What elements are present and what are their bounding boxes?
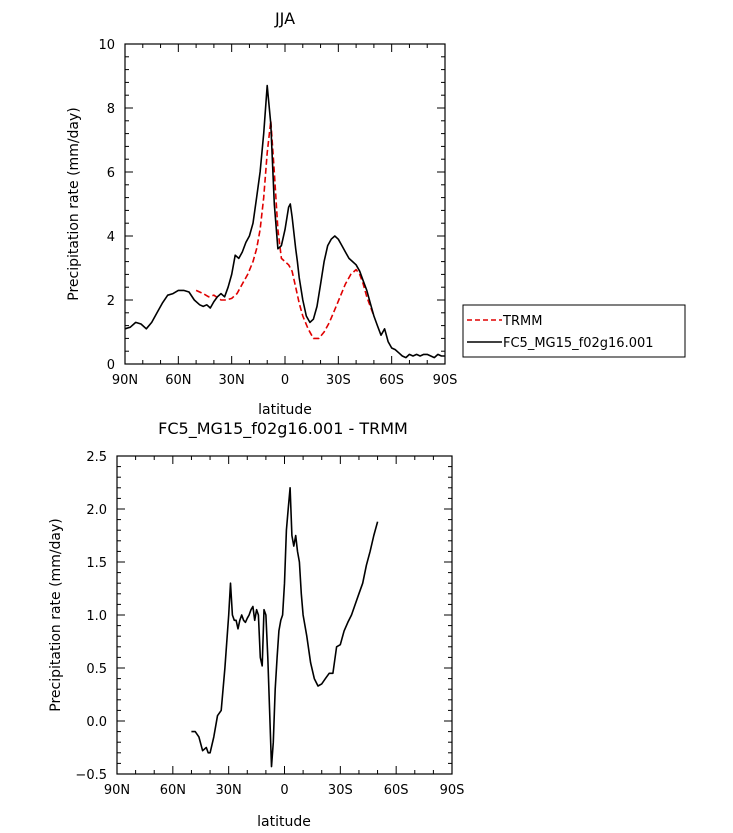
x-tick-label: 90S xyxy=(433,373,458,388)
y-tick-label: 0.0 xyxy=(86,715,107,730)
legend: TRMM FC5_MG15_f02g16.001 xyxy=(462,304,686,358)
y-tick-label: 2 xyxy=(107,294,115,309)
y-tick-label: 2.5 xyxy=(86,450,107,465)
bottom-plot-frame xyxy=(116,455,453,775)
series-line-fc5-mg15-f02g16-001 xyxy=(124,84,445,359)
y-tick-label: 2.0 xyxy=(86,503,107,518)
x-tick-label: 30S xyxy=(326,373,351,388)
top-chart-title: JJA xyxy=(274,9,295,28)
series-line-diff-0 xyxy=(191,486,379,768)
y-tick-label: 6 xyxy=(107,166,115,181)
x-tick-label: 30S xyxy=(328,783,353,798)
y-tick-label: 1.0 xyxy=(86,609,107,624)
bottom-axis-ticks: 90N 60N 30N 0 30S 60S 90S −0.5 0.0 0.5 1.0 1.5 2.0 2.… xyxy=(75,450,464,798)
y-tick-label: 0.5 xyxy=(86,662,107,677)
top-plot-frame xyxy=(124,43,446,365)
y-tick-label: 4 xyxy=(107,230,115,245)
top-series-group xyxy=(124,84,445,359)
x-tick-label: 0 xyxy=(280,783,288,798)
y-tick-label: 0 xyxy=(107,358,115,373)
top-x-axis-label: latitude xyxy=(258,402,312,418)
x-tick-label: 90S xyxy=(440,783,465,798)
x-tick-label: 60S xyxy=(384,783,409,798)
bottom-y-axis-label: Precipitation rate (mm/day) xyxy=(48,518,64,712)
bottom-chart-title: FC5_MG15_f02g16.001 - TRMM xyxy=(158,419,408,439)
legend-label-model: FC5_MG15_f02g16.001 xyxy=(503,336,654,351)
legend-box xyxy=(462,304,686,358)
y-tick-label: 10 xyxy=(98,38,115,53)
x-tick-label: 0 xyxy=(281,373,289,388)
y-tick-label: 8 xyxy=(107,102,115,117)
x-tick-label: 30N xyxy=(216,783,242,798)
x-tick-label: 90N xyxy=(112,373,138,388)
legend-label-trmm: TRMM xyxy=(502,314,542,329)
top-axis-ticks: 90N 60N 30N 0 30S 60S 90S 0 2 4 6 8 10 xyxy=(98,38,457,388)
bottom-series-group xyxy=(191,486,379,768)
y-tick-label: 1.5 xyxy=(86,556,107,571)
bottom-x-axis-label: latitude xyxy=(257,814,311,830)
x-tick-label: 60N xyxy=(160,783,186,798)
top-y-axis-label: Precipitation rate (mm/day) xyxy=(66,107,82,301)
x-tick-label: 90N xyxy=(104,783,130,798)
x-tick-label: 60N xyxy=(165,373,191,388)
series-line-trmm xyxy=(195,120,375,340)
x-tick-label: 60S xyxy=(379,373,404,388)
x-tick-label: 30N xyxy=(219,373,245,388)
bottom-panel: FC5_MG15_f02g16.001 - TRMM 90N 60N 30N 0 30S… xyxy=(48,419,464,830)
y-tick-label: −0.5 xyxy=(75,768,107,783)
